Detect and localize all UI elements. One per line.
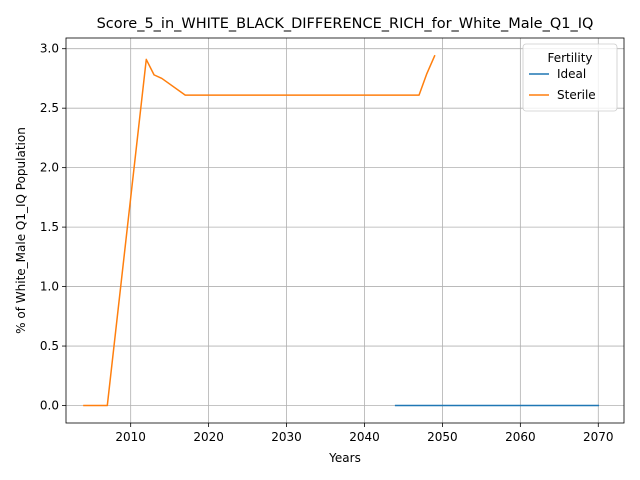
x-tick-label: 2040 xyxy=(349,430,380,444)
x-tick-label: 2070 xyxy=(583,430,614,444)
x-tick-label: 2020 xyxy=(193,430,224,444)
y-tick-label: 2.0 xyxy=(40,161,59,175)
x-tick-label: 2010 xyxy=(115,430,146,444)
series-layer xyxy=(83,54,600,407)
y-tick-label: 0.0 xyxy=(40,399,59,413)
y-tick-label: 1.5 xyxy=(40,220,59,234)
y-tick-label: 1.0 xyxy=(40,280,59,294)
legend: Fertility Ideal Sterile xyxy=(522,43,618,112)
y-axis-label: % of White_Male Q1_IQ Population xyxy=(14,127,28,334)
y-tick-label: 0.5 xyxy=(40,339,59,353)
x-tick-label: 2050 xyxy=(427,430,458,444)
legend-label-sterile: Sterile xyxy=(557,88,596,102)
x-tick-label: 2060 xyxy=(505,430,536,444)
x-axis-label: Years xyxy=(328,451,361,465)
legend-title: Fertility xyxy=(547,51,592,65)
series-line-sterile xyxy=(83,54,436,407)
plot-frame xyxy=(65,37,625,424)
y-tick-label: 3.0 xyxy=(40,42,59,56)
legend-label-ideal: Ideal xyxy=(557,67,586,81)
legend-items: Ideal Sterile xyxy=(529,67,596,102)
tick-layer: 2010 2020 2030 2040 2050 2060 2070 0.0 0.5 1.0 1.5… xyxy=(40,42,614,444)
chart-title: Score_5_in_WHITE_BLACK_DIFFERENCE_RICH_f… xyxy=(97,16,594,32)
x-tick-label: 2030 xyxy=(271,430,302,444)
y-tick-label: 2.5 xyxy=(40,101,59,115)
